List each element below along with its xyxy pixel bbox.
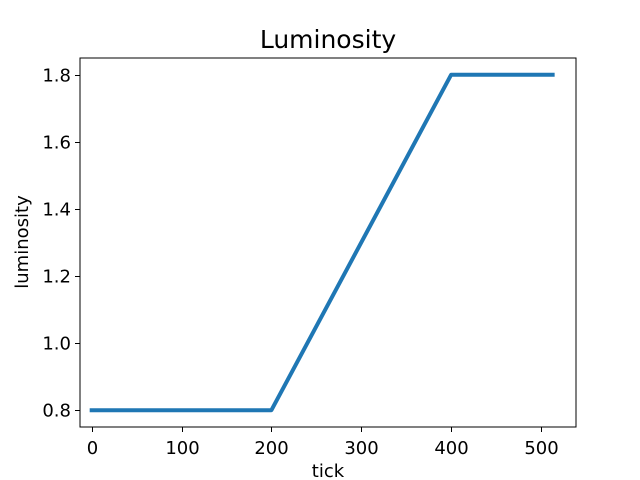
plot-frame	[79, 57, 577, 428]
x-tick-label: 100	[165, 438, 199, 459]
x-tick-label: 500	[524, 438, 558, 459]
y-tick-label: 1.4	[42, 200, 71, 221]
x-tick-label: 400	[434, 438, 468, 459]
x-tick-label: 300	[344, 438, 378, 459]
y-tick-label: 0.8	[42, 401, 71, 422]
chart-title: Luminosity	[260, 25, 397, 54]
series-line	[89, 72, 555, 413]
x-axis: 0 100 200 300 400 500	[87, 427, 559, 459]
y-tick-label: 1.2	[42, 267, 71, 288]
y-tick-label: 1.8	[42, 66, 71, 87]
x-axis-label: tick	[312, 461, 345, 480]
y-tick-label: 1.0	[42, 334, 71, 355]
y-axis-label: luminosity	[12, 195, 33, 289]
series-group	[89, 72, 555, 413]
x-tick-label: 0	[87, 438, 98, 459]
y-axis: 0.8 1.0 1.2 1.4 1.6 1.8	[42, 66, 80, 422]
y-tick-label: 1.6	[42, 133, 71, 154]
x-tick-label: 200	[254, 438, 288, 459]
